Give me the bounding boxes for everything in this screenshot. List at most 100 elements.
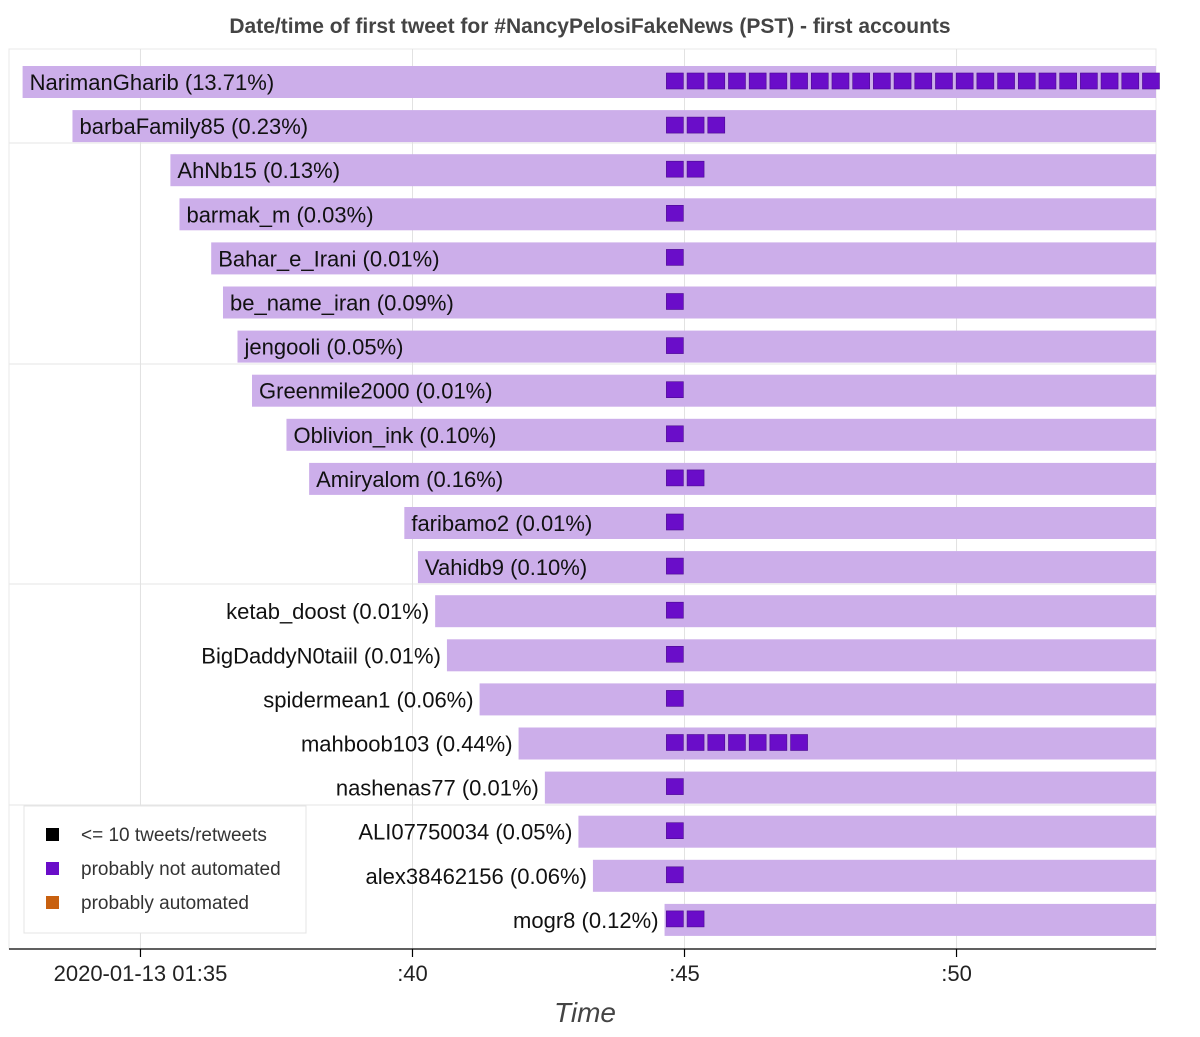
tweet-marker: [666, 601, 684, 619]
legend-label: <= 10 tweets/retweets: [81, 825, 267, 846]
tweet-marker: [707, 734, 726, 751]
bar-label: AhNb15 (0.13%): [177, 158, 340, 183]
tweet-marker: [666, 822, 684, 840]
legend-label: probably not automated: [81, 859, 281, 880]
tweet-marker: [914, 72, 933, 90]
tweet-marker: [666, 866, 684, 884]
bar: [170, 154, 1156, 187]
tweet-marker: [666, 337, 684, 354]
tweet-marker: [728, 734, 746, 751]
x-tick-label: :45: [669, 961, 700, 986]
bar-label: Vahidb9 (0.10%): [425, 555, 587, 580]
tweet-marker: [666, 469, 684, 487]
legend: <= 10 tweets/retweets probably not automa…: [23, 805, 307, 934]
tweet-marker: [976, 72, 995, 90]
tweet-marker: [686, 116, 705, 134]
tweet-marker: [666, 116, 684, 134]
bar: [446, 639, 1157, 672]
tweet-marker: [666, 381, 684, 399]
bar-label: Amiryalom (0.16%): [316, 467, 503, 492]
tweet-marker: [810, 72, 829, 90]
legend-swatch: [46, 862, 59, 875]
tweet-marker: [1142, 72, 1160, 90]
x-tick-label: :40: [397, 961, 428, 986]
tweet-marker: [831, 72, 850, 90]
tweet-marker: [686, 72, 705, 90]
horizontal-gridlines: [9, 142, 1156, 806]
tweet-marker: [686, 160, 705, 178]
bar: [578, 815, 1156, 848]
bar: [286, 418, 1156, 451]
bar-label: Bahar_e_Irani (0.01%): [218, 246, 439, 271]
bar-label: Greenmile2000 (0.01%): [259, 379, 493, 404]
bar-label: jengooli (0.05%): [243, 335, 403, 360]
tweet-marker: [748, 72, 767, 90]
tweet-marker: [666, 293, 684, 310]
tweet-marker: [1038, 72, 1057, 90]
tweet-marker: [686, 734, 705, 751]
bar-label: BigDaddyN0taiil (0.01%): [201, 643, 441, 668]
legend-swatch: [46, 828, 59, 841]
legend-swatch: [46, 896, 59, 909]
tweet-marker: [666, 205, 684, 222]
bar-label: mogr8 (0.12%): [513, 908, 659, 933]
tweet-marker: [707, 72, 726, 90]
tweet-marker: [997, 72, 1015, 90]
tweet-marker: [666, 557, 684, 575]
bar: [435, 595, 1157, 628]
tweet-marker: [666, 910, 684, 928]
tweet-marker: [790, 72, 808, 90]
tweet-marker: [1100, 72, 1119, 90]
bar-label: faribamo2 (0.01%): [411, 511, 592, 536]
tweet-marker: [666, 513, 684, 531]
bar: [592, 859, 1156, 892]
bar-label: nashenas77 (0.01%): [336, 776, 539, 801]
bar-label: ALI07750034 (0.05%): [358, 820, 572, 845]
tweet-marker: [666, 249, 684, 266]
chart-title: Date/time of first tweet for #NancyPelos…: [229, 15, 950, 38]
tweet-marker: [1059, 72, 1077, 90]
tweet-marker: [686, 910, 705, 928]
bar: [72, 110, 1157, 143]
bar: [252, 374, 1156, 407]
tweet-marker: [666, 72, 684, 90]
bar: [237, 330, 1156, 363]
tweet-marker: [666, 425, 684, 443]
tweet-marker: [748, 734, 767, 751]
tweet-marker: [666, 778, 684, 795]
x-axis-title: Time: [554, 997, 616, 1028]
bar-label: ketab_doost (0.01%): [226, 599, 429, 624]
tweet-marker: [769, 72, 788, 90]
bar-label: alex38462156 (0.06%): [366, 864, 587, 889]
bar-label: mahboob103 (0.44%): [301, 732, 513, 757]
bar: [309, 462, 1156, 495]
tweet-marker: [686, 469, 705, 487]
tweet-marker: [707, 116, 726, 134]
bar: [664, 903, 1156, 936]
tweet-marker: [666, 690, 684, 707]
bar-labels: NarimanGharib (13.71%) barbaFamily85 (0.2…: [30, 70, 659, 933]
tweet-marker: [790, 734, 808, 751]
tweet-marker: [893, 72, 912, 90]
tweet-marker: [935, 72, 953, 90]
bar-label: NarimanGharib (13.71%): [30, 70, 275, 95]
tweet-marker: [666, 734, 684, 751]
tweet-marker: [769, 734, 788, 751]
tweet-marker: [955, 72, 974, 90]
bar: [222, 286, 1156, 319]
tweet-marker: [1121, 72, 1140, 90]
legend-box: [23, 805, 307, 934]
x-tick-label: :50: [941, 961, 972, 986]
x-axis-tick-labels: 2020-01-13 01:35 :40 :45 :50: [54, 961, 972, 986]
tweet-marker: [852, 72, 870, 90]
bar-label: barbaFamily85 (0.23%): [79, 114, 308, 139]
bar: [417, 551, 1156, 584]
x-tick-label: 2020-01-13 01:35: [54, 961, 228, 986]
tweet-marker: [666, 160, 684, 178]
tweet-marker: [728, 72, 746, 90]
legend-label: probably automated: [81, 893, 249, 914]
bar-label: Oblivion_ink (0.10%): [293, 423, 496, 448]
x-axis-ticks: [139, 949, 958, 957]
